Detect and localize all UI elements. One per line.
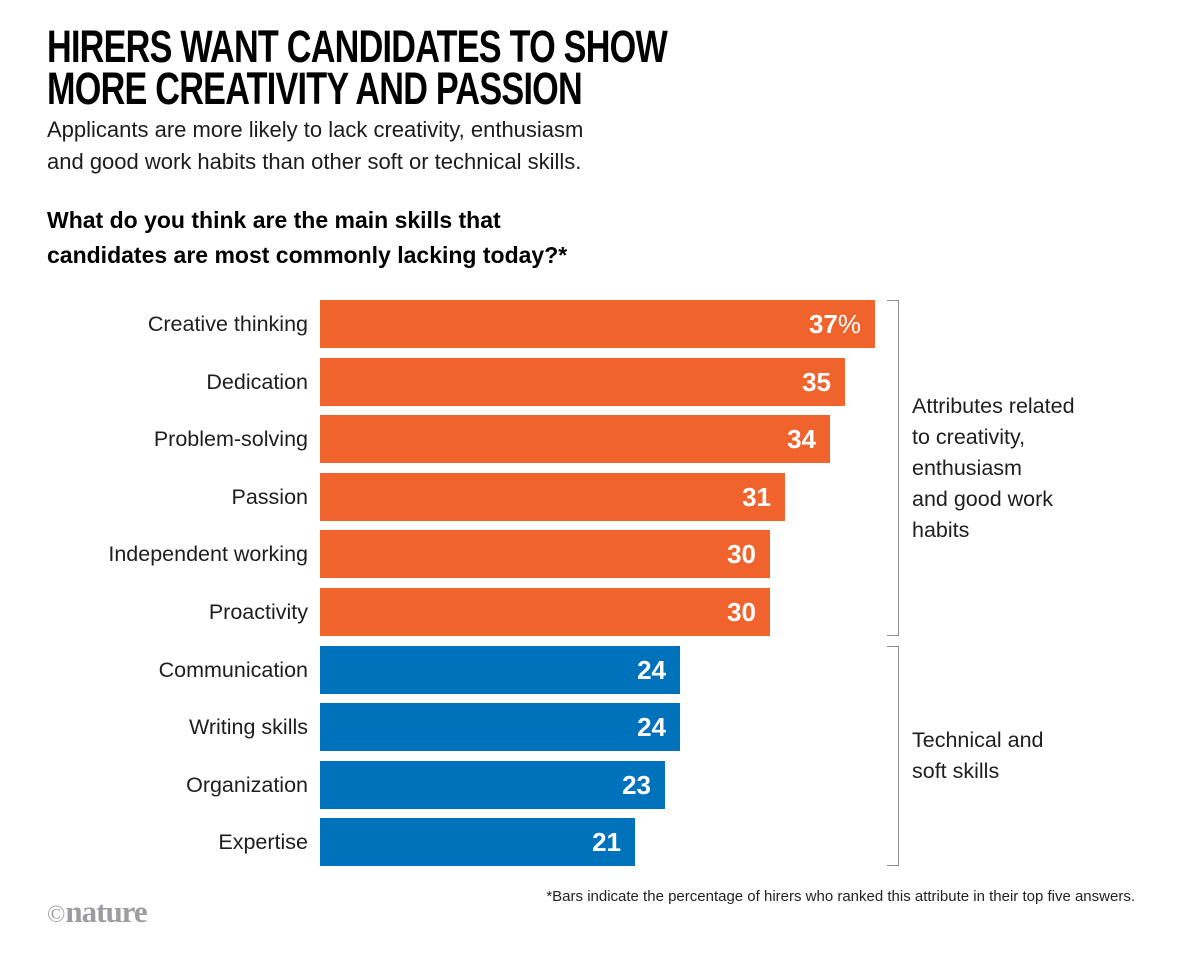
page-title: HIRERS WANT CANDIDATES TO SHOW MORE CREA… — [47, 21, 863, 114]
bar-value-label: 23 — [622, 769, 651, 800]
bar-value-label: 30 — [727, 539, 756, 570]
chart-subtitle: Applicants are more likely to lack creat… — [47, 114, 583, 178]
annotation-line: Technical and — [912, 727, 1044, 752]
annotation-line: Attributes related — [912, 393, 1075, 418]
group-bracket-technical — [887, 645, 899, 867]
bar-row: Passion 31 — [0, 472, 1179, 521]
bar-value-label: 35 — [802, 366, 831, 397]
subtitle-line-2: and good work habits than other soft or … — [47, 149, 582, 174]
bar-creativity: 30 — [320, 530, 770, 579]
bar-technical: 21 — [320, 818, 635, 867]
group-annotation-creativity: Attributes related to creativity, enthusia… — [912, 300, 1075, 636]
bar-row: Proactivity 30 — [0, 587, 1179, 636]
bar-creativity: 35 — [320, 357, 845, 406]
title-line-1: HIRERS WANT CANDIDATES TO SHOW — [47, 21, 668, 72]
category-label: Passion — [231, 484, 309, 509]
bar-row: Independent working 30 — [0, 530, 1179, 579]
bar-value-label: 37% — [808, 309, 861, 339]
annotation-line: to creativity, — [912, 424, 1026, 449]
bar-rows: Creative thinking 37% Dedication 35 Problem-… — [0, 300, 1179, 876]
bar-row: Communication 24 — [0, 645, 1179, 694]
bar-row: Dedication 35 — [0, 357, 1179, 406]
bar-value-label: 24 — [637, 712, 666, 743]
bar-row: Problem-solving 34 — [0, 415, 1179, 464]
category-label: Dedication — [206, 369, 308, 394]
bar-technical: 24 — [320, 645, 680, 694]
bar-value-label: 30 — [727, 596, 756, 627]
category-label: Proactivity — [208, 599, 308, 624]
bar-row: Expertise 21 — [0, 818, 1179, 867]
bar-technical: 24 — [320, 703, 680, 752]
bar-row: Writing skills 24 — [0, 703, 1179, 752]
value-suffix: % — [837, 309, 861, 339]
bar-row: Organization 23 — [0, 760, 1179, 809]
nature-logo: ©nature — [47, 894, 148, 930]
bar-creativity: 34 — [320, 415, 830, 464]
footnote: *Bars indicate the percentage of hirers … — [546, 888, 1135, 905]
category-label: Expertise — [218, 830, 308, 855]
group-annotation-technical: Technical and soft skills — [912, 646, 1043, 867]
category-label: Problem-solving — [153, 427, 308, 452]
bar-creativity: 31 — [320, 472, 785, 521]
category-label: Writing skills — [188, 715, 308, 740]
group-bracket-creativity — [887, 300, 899, 636]
annotation-line: soft skills — [912, 758, 1000, 783]
bar-value-label: 21 — [592, 827, 621, 858]
annotation-line: enthusiasm — [912, 455, 1022, 480]
annotation-line: and good work — [912, 486, 1054, 511]
category-label: Creative thinking — [147, 312, 308, 336]
bar-technical: 23 — [320, 760, 665, 809]
bar-value-label: 24 — [637, 654, 666, 685]
survey-question: What do you think are the main skills th… — [47, 203, 567, 273]
annotation-line: habits — [912, 517, 970, 542]
bar-value-label: 31 — [742, 481, 771, 512]
question-line-2: candidates are most commonly lacking tod… — [47, 242, 568, 268]
subtitle-line-1: Applicants are more likely to lack creat… — [47, 117, 584, 142]
bar-creativity: 30 — [320, 587, 770, 636]
category-label: Communication — [158, 657, 308, 682]
category-label: Organization — [186, 772, 308, 797]
copyright-icon: © — [47, 901, 65, 928]
category-label: Independent working — [108, 542, 308, 567]
nature-logo-text: nature — [65, 894, 147, 929]
bar-value-label: 34 — [787, 424, 816, 455]
bar-row: Creative thinking 37% — [0, 300, 1179, 348]
title-line-2: MORE CREATIVITY AND PASSION — [47, 63, 583, 114]
question-line-1: What do you think are the main skills th… — [47, 207, 501, 233]
bar-creativity: 37% — [320, 300, 875, 348]
